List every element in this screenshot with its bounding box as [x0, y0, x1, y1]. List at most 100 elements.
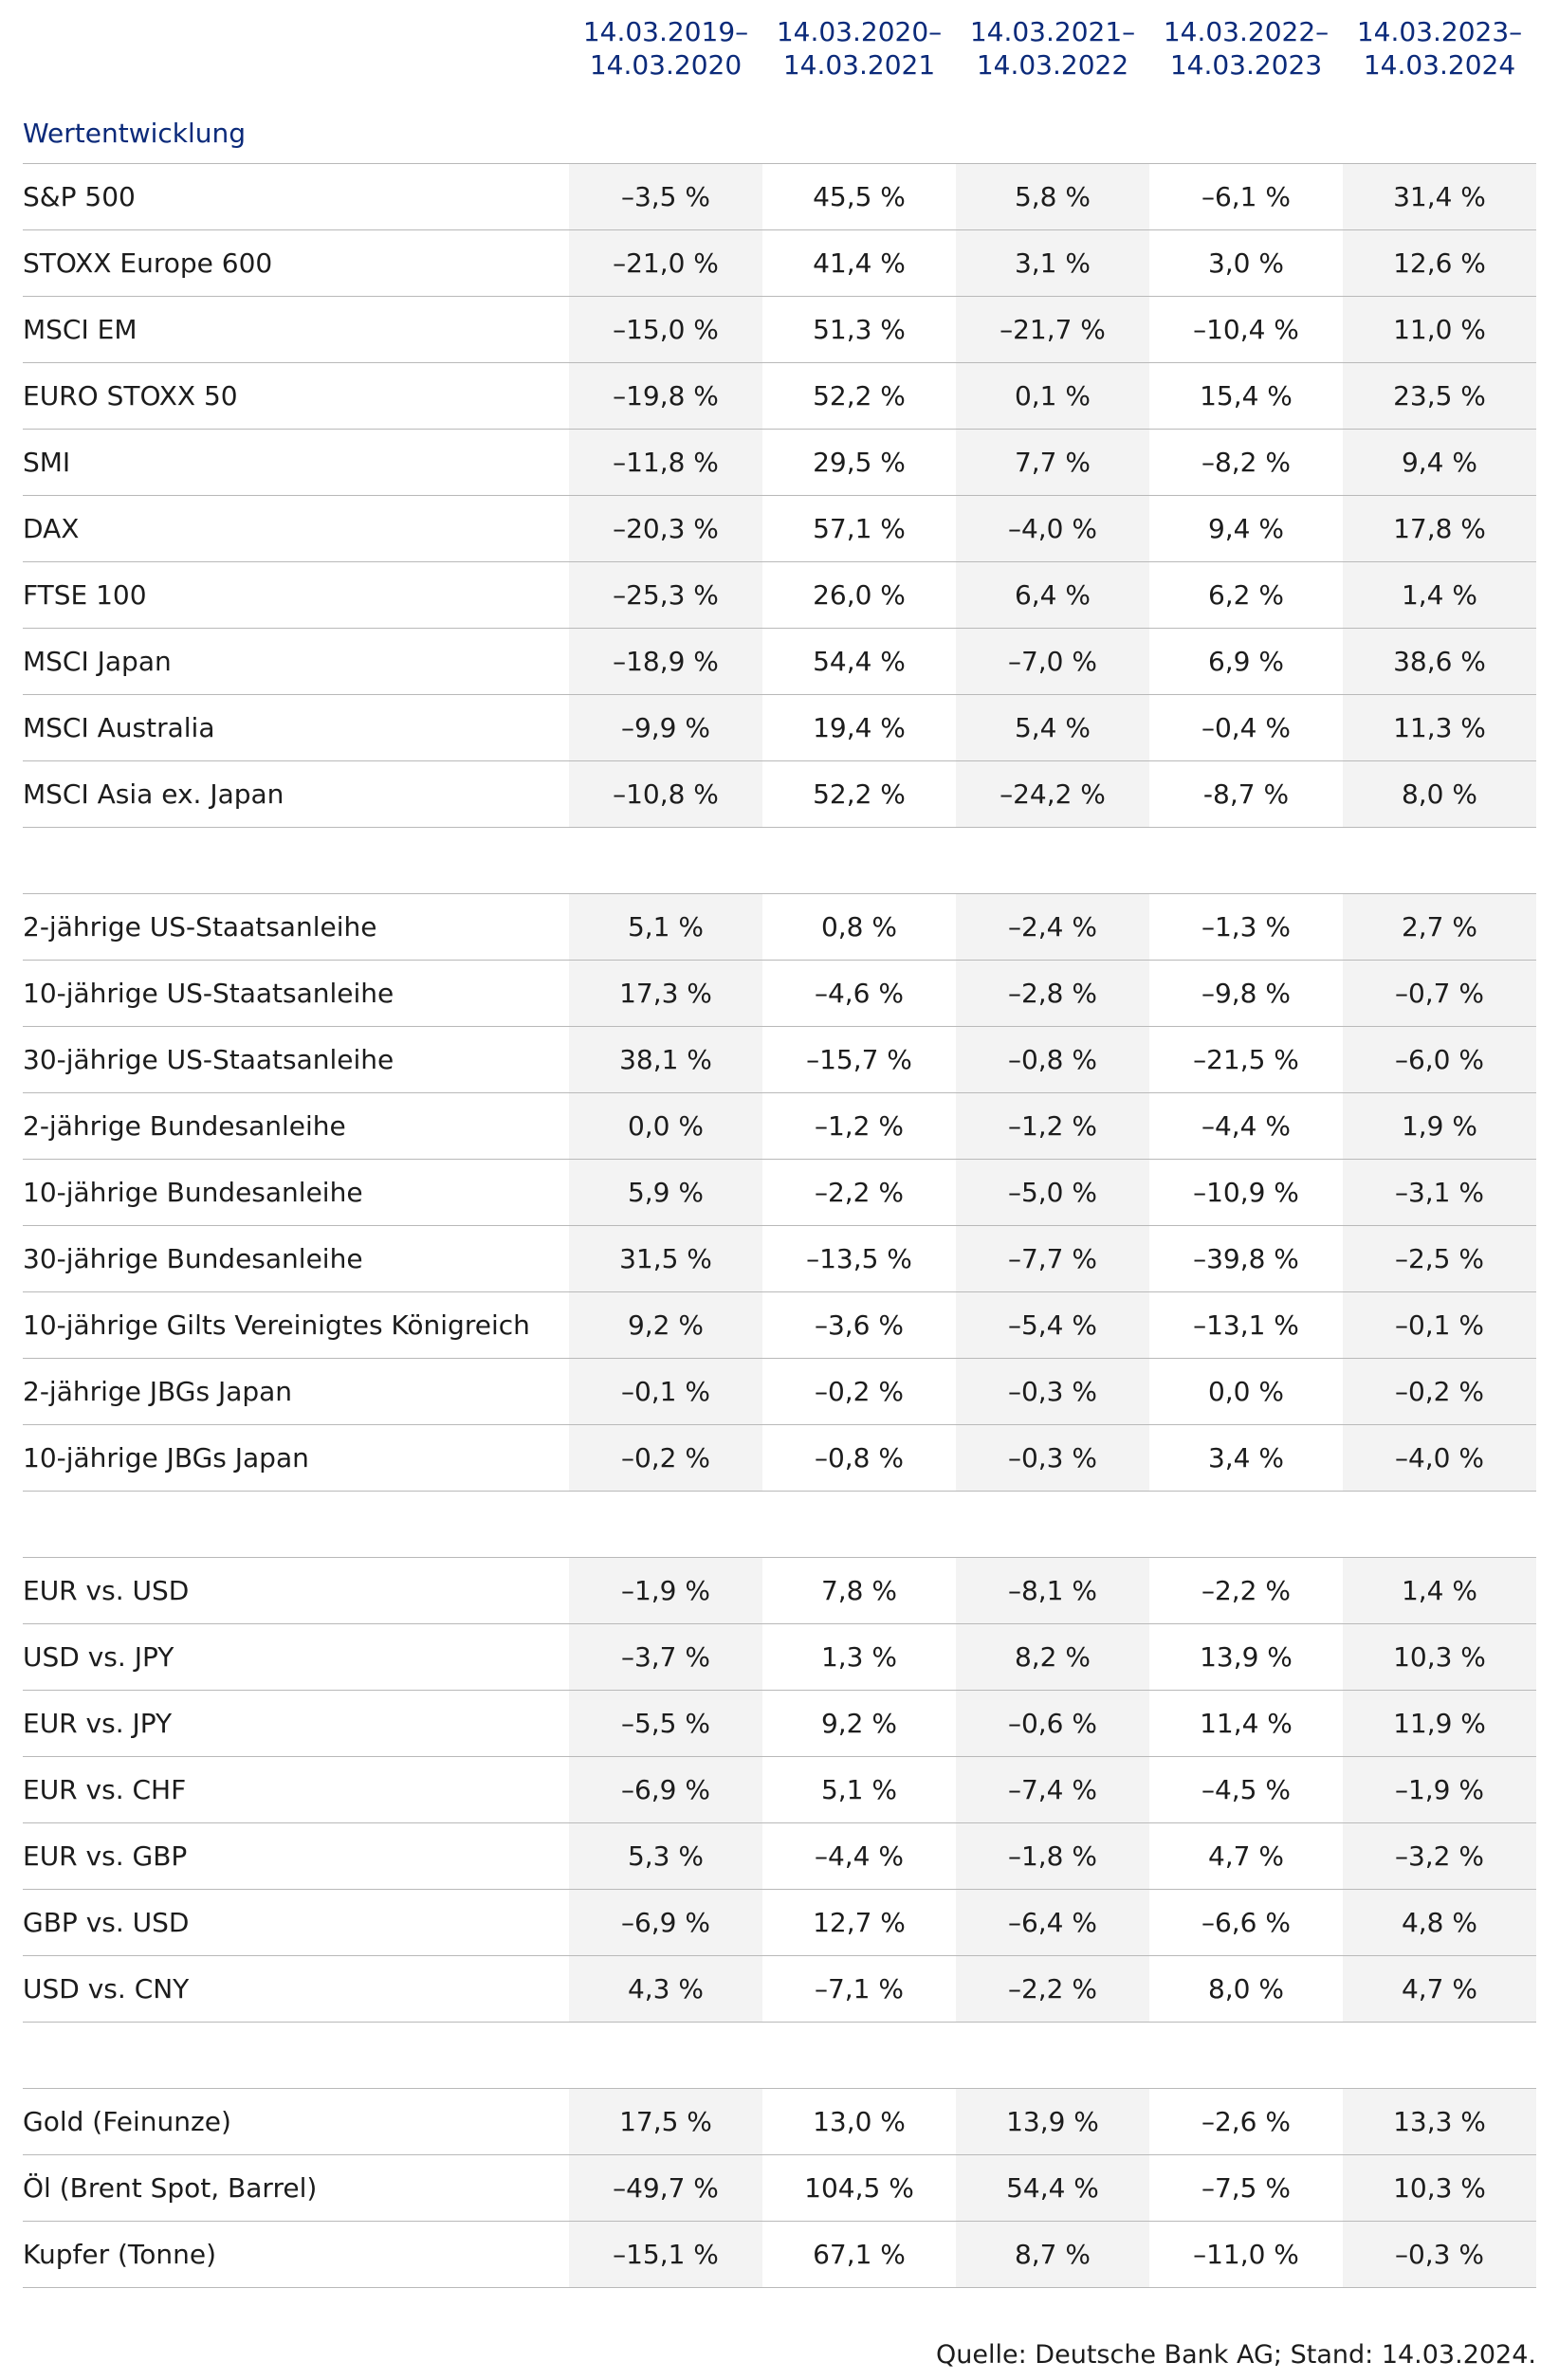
- table-section-1: S&P 500 –3,5 % 45,5 % 5,8 % –6,1 % 31,4 % STOX…: [23, 164, 1536, 828]
- value-cell: 54,4 %: [813, 646, 906, 677]
- row-label: FTSE 100: [23, 579, 147, 611]
- table-row: 30-jährige Bundesanleihe 31,5 % –13,5 % –7,…: [23, 1226, 1536, 1292]
- value-cell: –3,5 %: [569, 164, 762, 229]
- value-cell: –9,8 %: [1201, 978, 1292, 1009]
- value-cell: –3,7 %: [569, 1624, 762, 1690]
- value-cell: –0,3 %: [956, 1359, 1149, 1424]
- table-row: USD vs. CNY 4,3 % –7,1 % –2,2 % 8,0 % 4,7 %: [23, 1956, 1536, 2023]
- value-cell: –0,3 %: [1343, 2222, 1536, 2287]
- value-cell: 17,3 %: [569, 961, 762, 1026]
- value-cell: –6,9 %: [569, 1890, 762, 1955]
- value-cell: –6,0 %: [1343, 1027, 1536, 1092]
- value-cell: 104,5 %: [804, 2172, 914, 2204]
- value-cell: 8,0 %: [1207, 1973, 1285, 2005]
- value-cell: –7,5 %: [1201, 2172, 1292, 2204]
- value-cell: -8,7 %: [1202, 778, 1290, 810]
- value-cell: –2,2 %: [814, 1177, 905, 1208]
- row-label: MSCI EM: [23, 314, 138, 345]
- row-label: Kupfer (Tonne): [23, 2239, 217, 2270]
- value-cell: –9,9 %: [569, 695, 762, 760]
- value-cell: 12,6 %: [1343, 230, 1536, 296]
- value-cell: 4,3 %: [569, 1956, 762, 2022]
- table-row: 10-jährige Gilts Vereinigtes Königreich 9…: [23, 1292, 1536, 1359]
- value-cell: –21,5 %: [1193, 1044, 1299, 1075]
- performance-table: 14.03.2019– 14.03.2020 14.03.2020– 14.03.…: [23, 0, 1536, 2288]
- value-cell: –1,9 %: [1343, 1757, 1536, 1822]
- value-cell: –13,1 %: [1193, 1309, 1299, 1341]
- value-cell: 1,4 %: [1343, 1558, 1536, 1623]
- table-row: GBP vs. USD –6,9 % 12,7 % –6,4 % –6,6 % 4,8 %: [23, 1890, 1536, 1956]
- table-row: EUR vs. CHF –6,9 % 5,1 % –7,4 % –4,5 % –1,9 %: [23, 1757, 1536, 1823]
- row-label: 10-jährige Bundesanleihe: [23, 1177, 363, 1208]
- row-label: SMI: [23, 447, 71, 478]
- value-cell: –10,9 %: [1193, 1177, 1299, 1208]
- row-label: 10-jährige US-Staatsanleihe: [23, 978, 394, 1009]
- row-label: 30-jährige Bundesanleihe: [23, 1243, 363, 1274]
- value-cell: 13,9 %: [956, 2089, 1149, 2154]
- value-cell: –2,8 %: [956, 961, 1149, 1026]
- value-cell: 5,4 %: [956, 695, 1149, 760]
- value-cell: 3,1 %: [956, 230, 1149, 296]
- row-label: EUR vs. JPY: [23, 1708, 173, 1739]
- value-cell: 41,4 %: [813, 247, 906, 279]
- value-cell: –0,2 %: [569, 1425, 762, 1491]
- value-cell: 11,4 %: [1200, 1708, 1293, 1739]
- row-label: DAX: [23, 513, 80, 544]
- value-cell: 6,4 %: [956, 562, 1149, 628]
- value-cell: 5,1 %: [820, 1774, 898, 1805]
- value-cell: –4,0 %: [1343, 1425, 1536, 1491]
- table-row: 2-jährige US-Staatsanleihe 5,1 % 0,8 % –2,4…: [23, 894, 1536, 961]
- table-row: 10-jährige US-Staatsanleihe 17,3 % –4,6 % –…: [23, 961, 1536, 1027]
- value-cell: 9,2 %: [569, 1292, 762, 1358]
- value-cell: –0,1 %: [569, 1359, 762, 1424]
- value-cell: –11,0 %: [1193, 2239, 1299, 2270]
- period-header-4: 14.03.2022– 14.03.2023: [1163, 16, 1330, 81]
- value-cell: –3,6 %: [814, 1309, 905, 1341]
- value-cell: 51,3 %: [813, 314, 906, 345]
- value-cell: –5,5 %: [569, 1691, 762, 1756]
- table-row: 2-jährige JBGs Japan –0,1 % –0,2 % –0,3 % 0,…: [23, 1359, 1536, 1425]
- value-cell: –20,3 %: [569, 496, 762, 561]
- value-cell: 23,5 %: [1343, 363, 1536, 429]
- value-cell: –39,8 %: [1193, 1243, 1299, 1274]
- table-section-4: Gold (Feinunze) 17,5 % 13,0 % 13,9 % –2,6 % 1…: [23, 2088, 1536, 2288]
- value-cell: –25,3 %: [569, 562, 762, 628]
- value-cell: 1,3 %: [820, 1641, 898, 1673]
- table-row: FTSE 100 –25,3 % 26,0 % 6,4 % 6,2 % 1,4 %: [23, 562, 1536, 629]
- table-section-2: 2-jährige US-Staatsanleihe 5,1 % 0,8 % –2,4…: [23, 893, 1536, 1492]
- value-cell: 31,5 %: [569, 1226, 762, 1291]
- period-header-1: 14.03.2019– 14.03.2020: [582, 16, 749, 81]
- value-cell: –2,2 %: [1201, 1575, 1292, 1606]
- value-cell: 67,1 %: [813, 2239, 906, 2270]
- value-cell: 10,3 %: [1343, 2155, 1536, 2221]
- value-cell: –0,2 %: [814, 1376, 905, 1407]
- value-cell: 31,4 %: [1343, 164, 1536, 229]
- value-cell: 26,0 %: [813, 579, 906, 611]
- value-cell: 3,0 %: [1207, 247, 1285, 279]
- row-label: EUR vs. CHF: [23, 1774, 187, 1805]
- value-cell: 52,2 %: [813, 778, 906, 810]
- value-cell: 38,6 %: [1343, 629, 1536, 694]
- value-cell: –19,8 %: [569, 363, 762, 429]
- row-label: USD vs. CNY: [23, 1973, 190, 2005]
- row-label: 10-jährige JBGs Japan: [23, 1442, 309, 1474]
- value-cell: –6,6 %: [1201, 1907, 1292, 1938]
- value-cell: 17,8 %: [1343, 496, 1536, 561]
- row-label: 30-jährige US-Staatsanleihe: [23, 1044, 394, 1075]
- value-cell: 29,5 %: [813, 447, 906, 478]
- value-cell: –4,4 %: [814, 1840, 905, 1872]
- table-row: USD vs. JPY –3,7 % 1,3 % 8,2 % 13,9 % 10,3 %: [23, 1624, 1536, 1691]
- value-cell: –13,5 %: [806, 1243, 912, 1274]
- value-cell: –2,2 %: [956, 1956, 1149, 2022]
- value-cell: –1,3 %: [1201, 911, 1292, 943]
- table-row: EUR vs. USD –1,9 % 7,8 % –8,1 % –2,2 % 1,4 %: [23, 1558, 1536, 1624]
- value-cell: –2,5 %: [1343, 1226, 1536, 1291]
- value-cell: –3,2 %: [1343, 1823, 1536, 1889]
- table-row: EUR vs. JPY –5,5 % 9,2 % –0,6 % 11,4 % 11,9 %: [23, 1691, 1536, 1757]
- value-cell: 8,0 %: [1343, 761, 1536, 827]
- value-cell: –24,2 %: [956, 761, 1149, 827]
- value-cell: –21,0 %: [569, 230, 762, 296]
- value-cell: –1,2 %: [956, 1093, 1149, 1159]
- row-label: STOXX Europe 600: [23, 247, 273, 279]
- value-cell: 8,2 %: [956, 1624, 1149, 1690]
